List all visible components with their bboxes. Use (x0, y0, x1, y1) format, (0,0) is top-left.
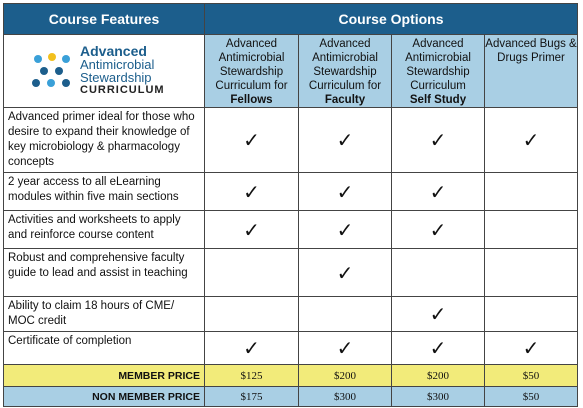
check-mark: ✓ (391, 331, 485, 365)
logo: Advanced Antimicrobial Stewardship CURRI… (4, 43, 204, 97)
price-label: MEMBER PRICE (3, 364, 205, 387)
comparison-table: Course Features Course Options Advanced … (3, 3, 579, 407)
check-mark: ✓ (298, 107, 392, 173)
empty-cell (483, 296, 579, 332)
check-mark: ✓ (204, 107, 299, 173)
option-emphasis: Faculty (324, 94, 366, 106)
option-header: Advanced Antimicrobial Stewardship Curri… (298, 34, 392, 108)
option-title: Advanced Antimicrobial Stewardship Curri… (215, 38, 288, 92)
feature-row: Certificate of completion ✓ ✓ ✓ ✓ (3, 331, 579, 365)
feature-text: Certificate of completion (3, 331, 205, 365)
option-title: Advanced Bugs & Drugs Primer (485, 38, 577, 64)
logo-text: Antimicrobial (80, 57, 155, 72)
feature-text: 2 year access to all eLearning modules w… (3, 172, 205, 211)
empty-cell (204, 248, 299, 297)
feature-text: Robust and comprehensive faculty guide t… (3, 248, 205, 297)
price: $50 (483, 386, 579, 407)
feature-row: Robust and comprehensive faculty guide t… (3, 248, 579, 297)
check-mark: ✓ (298, 331, 392, 365)
option-header: Advanced Antimicrobial Stewardship Curri… (204, 34, 299, 108)
feature-text: Ability to claim 18 hours of CME/ MOC cr… (3, 296, 205, 332)
check-mark: ✓ (298, 172, 392, 211)
check-mark: ✓ (204, 210, 299, 249)
feature-text: Advanced primer ideal for those who desi… (3, 107, 205, 173)
check-mark: ✓ (391, 210, 485, 249)
price: $125 (204, 364, 299, 387)
logo-cell: Advanced Antimicrobial Stewardship CURRI… (3, 34, 205, 108)
empty-cell (391, 248, 485, 297)
price: $200 (391, 364, 485, 387)
check-mark: ✓ (204, 172, 299, 211)
empty-cell (483, 172, 579, 211)
empty-cell (483, 248, 579, 297)
logo-text: CURRICULUM (80, 84, 165, 96)
check-mark: ✓ (204, 331, 299, 365)
price-row: NON MEMBER PRICE $175 $300 $300 $50 (3, 386, 579, 407)
feature-row: 2 year access to all eLearning modules w… (3, 172, 579, 211)
check-mark: ✓ (391, 107, 485, 173)
option-title: Advanced Antimicrobial Stewardship Curri… (405, 38, 471, 92)
option-emphasis: Self Study (409, 94, 467, 106)
option-title: Advanced Antimicrobial Stewardship Curri… (308, 38, 382, 92)
feature-row: Ability to claim 18 hours of CME/ MOC cr… (3, 296, 579, 332)
check-mark: ✓ (483, 107, 579, 173)
empty-cell (298, 296, 392, 332)
features-header: Course Features (3, 3, 205, 35)
price: $175 (204, 386, 299, 407)
logo-text: Stewardship (80, 70, 152, 85)
options-header: Course Options (203, 3, 579, 35)
feature-text: Activities and worksheets to apply and r… (3, 210, 205, 249)
empty-cell (204, 296, 299, 332)
price: $50 (483, 364, 579, 387)
feature-row: Advanced primer ideal for those who desi… (3, 107, 579, 173)
check-mark: ✓ (298, 210, 392, 249)
logo-icon (32, 53, 70, 87)
price-label: NON MEMBER PRICE (3, 386, 205, 407)
price: $300 (298, 386, 392, 407)
check-mark: ✓ (298, 248, 392, 297)
price: $300 (391, 386, 485, 407)
option-emphasis: Fellows (230, 94, 273, 106)
feature-row: Activities and worksheets to apply and r… (3, 210, 579, 249)
option-header: Advanced Bugs & Drugs Primer (483, 34, 579, 108)
option-header: Advanced Antimicrobial Stewardship Curri… (391, 34, 485, 108)
price: $200 (298, 364, 392, 387)
check-mark: ✓ (391, 296, 485, 332)
logo-text: Advanced (80, 43, 147, 59)
price-row: MEMBER PRICE $125 $200 $200 $50 (3, 364, 579, 387)
empty-cell (483, 210, 579, 249)
check-mark: ✓ (483, 331, 579, 365)
check-mark: ✓ (391, 172, 485, 211)
